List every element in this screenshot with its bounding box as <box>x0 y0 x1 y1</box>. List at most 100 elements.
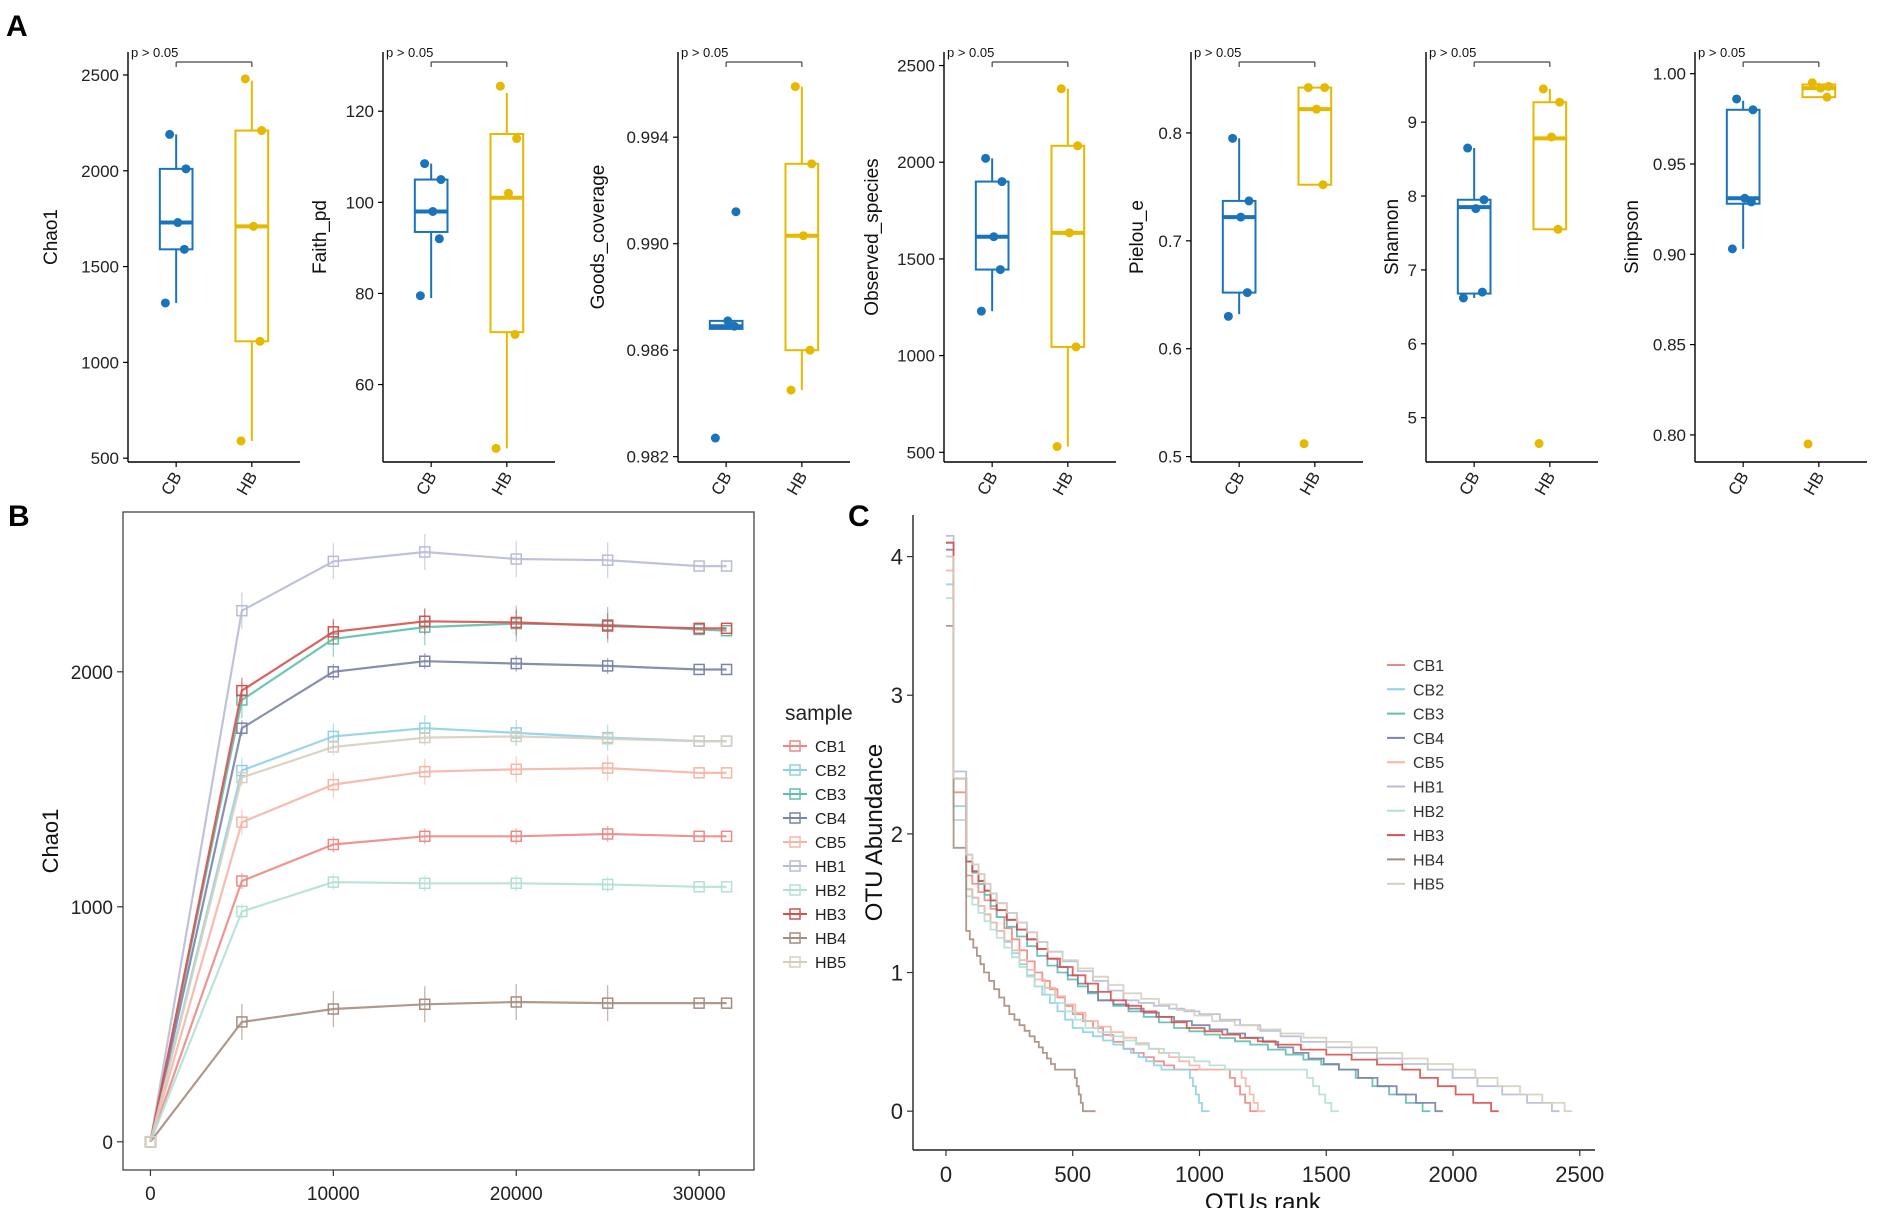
legend-item: CB3 <box>783 787 846 804</box>
series-line <box>149 550 727 1142</box>
data-marker <box>693 735 705 747</box>
panel-b-rarefaction-plot: 0 10000 20000 30000 0 1000 2000 Chao1 sample CB1 C… <box>38 511 853 1205</box>
data-marker <box>510 553 522 565</box>
legend-label: CB1 <box>1413 658 1444 675</box>
x-tick-label: HB <box>488 469 516 499</box>
data-marker <box>720 997 733 1009</box>
data-point <box>415 291 425 301</box>
y-tick-label: 0.8 <box>1158 124 1182 143</box>
y-tick-label: 0.994 <box>626 128 669 147</box>
legend-swatch-marker <box>789 788 801 800</box>
y-axis-label: Shannon <box>1382 199 1403 275</box>
legend-swatch-marker <box>789 740 801 752</box>
series-cb1 <box>144 825 733 1148</box>
boxplot-shannon: 5 6 7 8 9 Shannon CB HB p > 0.05 <box>1382 45 1598 498</box>
data-marker <box>419 731 431 744</box>
box-cb <box>1725 108 1761 205</box>
x-axis-label: OTUs rank <box>1205 1189 1322 1208</box>
legend: CB1 CB2 CB3 CB4 CB5 HB1 HB2 HB3 HB4 HB5 <box>1387 658 1444 894</box>
y-tick-label: 100 <box>346 193 374 212</box>
y-tick-label: 2000 <box>81 162 119 181</box>
legend-label: HB4 <box>815 931 846 948</box>
data-marker <box>510 730 522 743</box>
box-hb <box>1297 86 1333 186</box>
series-line <box>149 735 727 1143</box>
legend-label: HB1 <box>815 859 846 876</box>
box-hb <box>1050 144 1086 348</box>
data-point <box>995 265 1005 275</box>
data-point <box>1740 193 1750 203</box>
y-tick-label: 1000 <box>71 898 113 919</box>
y-axis-label: Pielou_e <box>1127 200 1148 274</box>
legend-item: CB1 <box>1387 658 1444 675</box>
y-tick-label: 0.5 <box>1158 448 1182 467</box>
boxplot-chao1: 500 1000 1500 2000 2500 Chao1 CB HB p > 0.05 <box>41 45 300 498</box>
legend-label: CB5 <box>1413 755 1444 772</box>
data-point <box>248 221 258 231</box>
panel-label-a: A <box>6 10 28 43</box>
data-marker <box>327 626 340 638</box>
data-point <box>729 321 739 331</box>
x-tick-label: 0 <box>940 1162 952 1187</box>
series-hb4 <box>144 983 733 1148</box>
y-tick-label: 2000 <box>71 663 113 684</box>
legend-item: HB1 <box>1387 780 1444 797</box>
boxplot-simpson: 0.80 0.85 0.90 0.95 1.00 Simpson CB HB p > 0.05 <box>1622 45 1867 498</box>
data-marker <box>236 875 248 887</box>
box-hb <box>784 162 820 352</box>
legend-item: HB3 <box>1387 828 1444 845</box>
y-tick-label: 8 <box>1408 187 1417 206</box>
data-point <box>1064 228 1074 238</box>
x-tick-label: HB <box>1296 469 1324 499</box>
data-point <box>1223 311 1233 321</box>
y-tick-label: 5 <box>1408 409 1417 428</box>
x-tick-label: 0 <box>145 1184 156 1205</box>
y-tick-label: 6 <box>1408 335 1417 354</box>
legend-label: HB5 <box>815 955 846 972</box>
data-marker <box>236 684 248 697</box>
significance-label: p > 0.05 <box>131 45 178 60</box>
data-point <box>1303 83 1313 93</box>
data-marker <box>693 663 705 676</box>
data-marker <box>720 622 733 635</box>
y-tick-label: 0 <box>102 1133 113 1154</box>
data-marker <box>601 828 614 840</box>
x-tick-label: HB <box>1800 469 1828 499</box>
y-tick-label: 7 <box>1408 261 1417 280</box>
data-point <box>160 298 170 308</box>
legend-label: CB2 <box>815 763 846 780</box>
x-tick-label: 1000 <box>1175 1162 1224 1187</box>
legend-label: HB1 <box>1413 780 1444 797</box>
data-point <box>731 207 741 217</box>
y-tick-label: 500 <box>91 449 119 468</box>
legend-item: HB3 <box>783 907 846 924</box>
box-cb <box>1221 199 1257 294</box>
x-tick-label: 2000 <box>1429 1162 1478 1187</box>
data-point <box>1748 105 1758 115</box>
data-marker <box>144 1136 157 1148</box>
data-point <box>1546 132 1556 142</box>
y-tick-label: 1000 <box>897 347 935 366</box>
legend-swatch-marker <box>789 764 801 776</box>
legend-label: HB2 <box>815 883 846 900</box>
data-point <box>510 329 520 339</box>
data-marker <box>236 905 248 918</box>
series-line <box>149 880 727 1143</box>
series-line-hb3 <box>946 541 1499 1113</box>
data-point <box>1534 439 1544 449</box>
significance-label: p > 0.05 <box>1429 45 1476 60</box>
x-tick-label: CB <box>1724 469 1752 499</box>
data-marker <box>601 878 614 891</box>
series-line-cb2 <box>946 583 1210 1113</box>
y-tick-label: 500 <box>907 443 935 462</box>
data-marker <box>236 604 248 617</box>
data-point <box>240 74 250 84</box>
legend-swatch-marker <box>789 836 801 848</box>
data-point <box>1727 244 1737 254</box>
legend-item: CB2 <box>783 763 846 780</box>
data-marker <box>693 881 705 893</box>
significance-label: p > 0.05 <box>386 45 433 60</box>
data-marker <box>327 666 340 678</box>
y-axis-label: Observed_species <box>862 158 883 315</box>
